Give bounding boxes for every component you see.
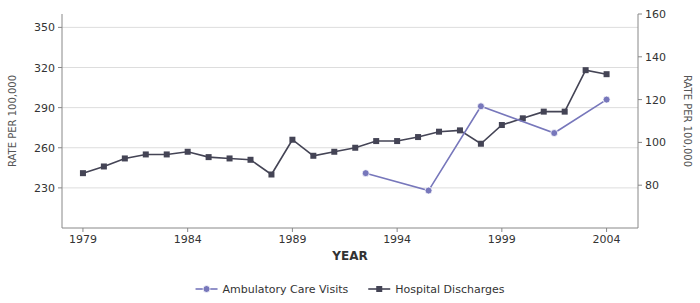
legend-marker — [203, 286, 210, 293]
y-axis-label: RATE PER 100,000 — [7, 75, 18, 167]
x-tick — [82, 228, 83, 232]
series-marker — [143, 151, 149, 157]
series-marker — [415, 134, 421, 140]
series-marker — [603, 96, 610, 103]
x-tick — [187, 228, 188, 232]
y-tick — [58, 27, 62, 28]
y-tick — [58, 67, 62, 68]
series-marker — [289, 137, 295, 143]
y-tick-label: 290 — [34, 102, 55, 115]
series-marker — [164, 151, 170, 157]
y2-tick — [638, 142, 642, 143]
y-tick-label: 260 — [34, 142, 55, 155]
series-marker — [604, 71, 610, 77]
y2-tick — [638, 185, 642, 186]
y-tick — [58, 107, 62, 108]
series-marker — [310, 153, 316, 159]
series-marker — [477, 103, 484, 110]
legend-label: Hospital Discharges — [395, 283, 504, 296]
grid — [62, 27, 638, 188]
y2-tick-label: 140 — [645, 51, 666, 64]
legend: Ambulatory Care Visits Hospital Discharge… — [196, 283, 505, 296]
series — [362, 96, 610, 194]
y-tick-label: 350 — [34, 21, 55, 34]
x-axis-label: YEAR — [331, 249, 367, 263]
series — [80, 67, 610, 177]
y-tick-label: 230 — [34, 182, 55, 195]
x-tick — [292, 228, 293, 232]
y2-tick-label: 120 — [645, 94, 666, 107]
grid-line — [62, 27, 638, 28]
series-marker — [499, 122, 505, 128]
legend-label: Ambulatory Care Visits — [223, 283, 349, 296]
y2-tick-label: 80 — [645, 179, 659, 192]
series-marker — [227, 155, 233, 161]
x-tick — [606, 228, 607, 232]
chart: 1979 1984 1989 1994 1999 2004 230 260 290 320 350 8… — [0, 0, 700, 303]
series-marker — [101, 163, 107, 169]
series-marker — [331, 149, 337, 155]
x-tick-label: 1994 — [383, 233, 411, 246]
series-marker — [562, 109, 568, 115]
x-tick-label: 1999 — [488, 233, 516, 246]
series-marker — [206, 154, 212, 160]
grid-line — [62, 67, 638, 68]
series-marker — [185, 149, 191, 155]
x-tick — [501, 228, 502, 232]
x-axis-line — [62, 228, 638, 229]
series-marker — [373, 138, 379, 144]
series-marker — [583, 67, 589, 73]
grid-line — [62, 107, 638, 108]
y-axis-line — [62, 14, 63, 228]
series-marker — [80, 170, 86, 176]
legend-item: Hospital Discharges — [368, 283, 504, 296]
series-line — [83, 70, 607, 174]
y-tick — [58, 187, 62, 188]
series-marker — [352, 145, 358, 151]
x-tick-label: 1984 — [174, 233, 202, 246]
y2-tick — [638, 99, 642, 100]
y2-tick — [638, 14, 642, 15]
series-marker — [122, 155, 128, 161]
series-marker — [425, 187, 432, 194]
series-marker — [394, 138, 400, 144]
y2-axis-label: RATE PER 100,000 — [682, 75, 693, 167]
data-area — [80, 67, 610, 194]
series-marker — [551, 130, 558, 137]
series-marker — [436, 129, 442, 135]
series-marker — [248, 157, 254, 163]
y2-tick-label: 160 — [645, 8, 666, 21]
y2-tick — [638, 56, 642, 57]
x-tick — [397, 228, 398, 232]
x-tick-label: 1989 — [278, 233, 306, 246]
x-tick-label: 2004 — [593, 233, 621, 246]
y-tick — [58, 147, 62, 148]
x-tick-label: 1979 — [69, 233, 97, 246]
y2-tick-label: 100 — [645, 136, 666, 149]
grid-line — [62, 187, 638, 188]
y-tick-label: 320 — [34, 62, 55, 75]
series-marker — [541, 109, 547, 115]
y2-axis-line — [638, 14, 639, 228]
series-marker — [362, 170, 369, 177]
series-marker — [268, 172, 274, 178]
legend-item: Ambulatory Care Visits — [196, 283, 349, 296]
legend-marker — [376, 286, 382, 292]
series-line — [366, 100, 607, 191]
series-marker — [478, 141, 484, 147]
series-marker — [457, 127, 463, 133]
